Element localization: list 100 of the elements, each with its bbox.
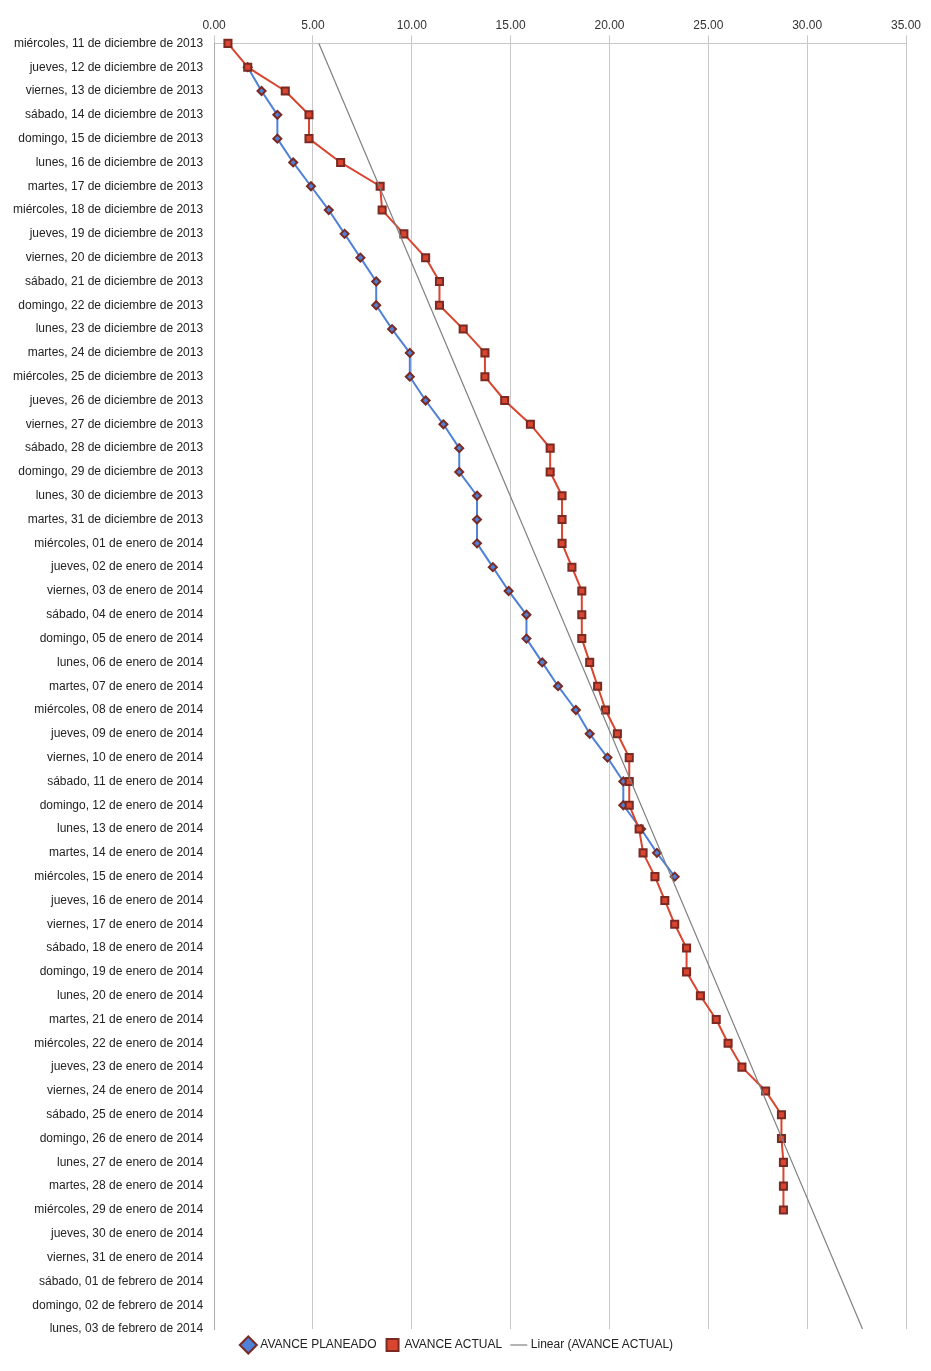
y-tick-label: sábado, 04 de enero de 2014: [46, 607, 204, 622]
y-tick-label: martes, 31 de diciembre de 2013: [27, 511, 204, 526]
point: [570, 705, 581, 716]
point: [304, 134, 314, 144]
point: [458, 324, 468, 334]
point: [567, 562, 577, 572]
y-tick-label: miércoles, 22 de enero de 2014: [34, 1035, 204, 1050]
y-tick-label: martes, 14 de enero de 2014: [49, 845, 204, 860]
point: [434, 300, 444, 310]
legend-label: AVANCE ACTUAL: [404, 1337, 503, 1352]
point: [545, 467, 555, 477]
x-tick-label: 25.00: [693, 17, 724, 32]
point: [624, 800, 634, 810]
point: [660, 895, 670, 905]
y-tick-label: miércoles, 11 de diciembre de 2013: [13, 35, 204, 50]
y-tick-label: jueves, 30 de enero de 2014: [49, 1226, 204, 1241]
point: [404, 371, 415, 382]
y-tick-label: jueves, 23 de enero de 2014: [49, 1059, 204, 1074]
point: [272, 109, 283, 120]
y-tick-label: domingo, 15 de diciembre de 2013: [18, 130, 204, 145]
point: [272, 133, 283, 144]
y-tick-label: jueves, 02 de enero de 2014: [49, 559, 204, 574]
point: [336, 157, 346, 167]
y-tick-label: sábado, 14 de diciembre de 2013: [24, 107, 204, 122]
legend-label: Linear (AVANCE ACTUAL): [530, 1337, 674, 1352]
y-tick-label: lunes, 27 de enero de 2014: [56, 1154, 204, 1169]
y-tick-label: domingo, 29 de diciembre de 2013: [18, 464, 204, 479]
y-tick-label: viernes, 24 de enero de 2014: [46, 1083, 204, 1098]
point: [577, 586, 587, 596]
point: [377, 205, 387, 215]
point: [525, 419, 535, 429]
y-tick-label: viernes, 17 de enero de 2014: [46, 916, 204, 931]
point: [761, 1086, 771, 1096]
y-tick-label: domingo, 05 de enero de 2014: [39, 630, 204, 645]
point: [669, 871, 680, 882]
y-tick-label: domingo, 12 de enero de 2014: [39, 797, 204, 812]
y-tick-label: lunes, 16 de diciembre de 2013: [35, 154, 204, 169]
point: [778, 1157, 788, 1167]
y-tick-label: sábado, 18 de enero de 2014: [46, 940, 204, 955]
y-tick-label: martes, 28 de enero de 2014: [49, 1178, 204, 1193]
y-tick-label: domingo, 02 de febrero de 2014: [32, 1297, 204, 1312]
point: [711, 1014, 721, 1025]
point: [600, 705, 611, 715]
point: [778, 1181, 788, 1191]
x-tick-label: 20.00: [594, 17, 625, 32]
point: [223, 38, 233, 48]
y-tick-label: domingo, 19 de enero de 2014: [39, 964, 204, 979]
y-tick-label: viernes, 13 de diciembre de 2013: [25, 83, 204, 98]
y-tick-label: lunes, 13 de enero de 2014: [56, 821, 204, 836]
y-tick-label: sábado, 01 de febrero de 2014: [38, 1273, 204, 1288]
point: [695, 991, 705, 1001]
point: [650, 872, 660, 882]
x-tick-label: 15.00: [495, 17, 526, 32]
y-tick-label: lunes, 20 de enero de 2014: [56, 988, 204, 1003]
y-tick-label: viernes, 20 de diciembre de 2013: [25, 249, 204, 264]
point: [420, 395, 431, 406]
y-tick-label: sábado, 28 de diciembre de 2013: [24, 440, 204, 455]
point: [682, 967, 692, 977]
point: [480, 348, 490, 358]
y-tick-label: viernes, 27 de diciembre de 2013: [25, 416, 204, 431]
point: [355, 252, 366, 263]
y-tick-label: miércoles, 29 de enero de 2014: [34, 1202, 204, 1217]
y-tick-label: miércoles, 25 de diciembre de 2013: [13, 369, 204, 384]
point: [472, 490, 483, 501]
y-tick-label: viernes, 10 de enero de 2014: [46, 749, 204, 764]
y-tick-label: martes, 21 de enero de 2014: [49, 1011, 204, 1026]
point: [472, 538, 483, 549]
y-tick-label: sábado, 25 de enero de 2014: [46, 1107, 204, 1122]
y-tick-label: jueves, 26 de diciembre de 2013: [28, 392, 204, 407]
y-tick-label: martes, 24 de diciembre de 2013: [27, 345, 204, 360]
point: [304, 110, 314, 120]
y-tick-label: miércoles, 15 de enero de 2014: [34, 868, 204, 883]
y-tick-label: viernes, 03 de enero de 2014: [46, 583, 204, 598]
point: [682, 943, 692, 953]
point: [776, 1110, 786, 1120]
point: [723, 1038, 733, 1048]
point: [454, 443, 465, 454]
y-tick-label: jueves, 19 de diciembre de 2013: [28, 226, 204, 241]
point: [399, 229, 409, 239]
point: [256, 86, 267, 97]
point: [500, 395, 510, 406]
y-tick-label: lunes, 06 de enero de 2014: [56, 654, 204, 669]
x-tick-label: 30.00: [792, 17, 823, 32]
y-tick-label: lunes, 30 de diciembre de 2013: [35, 488, 204, 503]
x-tick-label: 35.00: [890, 17, 922, 32]
y-tick-label: miércoles, 08 de enero de 2014: [34, 702, 204, 717]
point: [305, 181, 316, 192]
point: [593, 681, 603, 691]
point: [404, 347, 415, 358]
point: [371, 300, 382, 311]
point: [434, 276, 444, 287]
y-tick-label: jueves, 09 de enero de 2014: [49, 726, 204, 741]
y-tick-label: martes, 17 de diciembre de 2013: [27, 178, 204, 193]
point: [557, 538, 567, 548]
point: [557, 491, 567, 501]
point: [585, 657, 595, 667]
point: [421, 253, 431, 263]
point: [472, 514, 483, 525]
point: [323, 205, 334, 216]
point: [624, 753, 634, 763]
